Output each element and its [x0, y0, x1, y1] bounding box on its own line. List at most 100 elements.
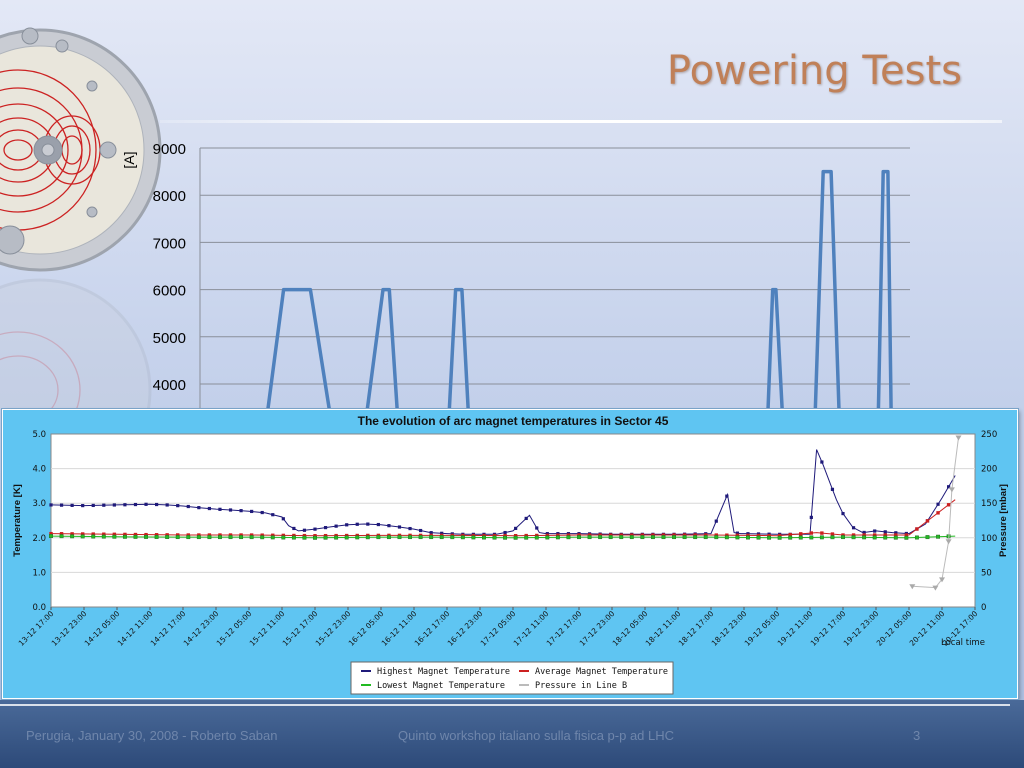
series-marker [936, 534, 940, 539]
series-marker [249, 533, 254, 537]
series-marker [503, 535, 508, 540]
series-marker [904, 535, 909, 540]
series-marker [608, 535, 613, 540]
series-marker [460, 535, 465, 540]
series-marker [851, 535, 856, 540]
series-marker [577, 535, 581, 540]
series-marker [376, 535, 381, 540]
series-marker [714, 519, 718, 523]
series-marker [851, 526, 856, 530]
pressure-marker [909, 584, 916, 590]
series-marker [450, 535, 455, 540]
series-marker [925, 535, 930, 540]
y-tick-label: 3.0 [32, 499, 46, 509]
footer-divider [0, 704, 1010, 706]
series-marker [123, 503, 127, 507]
y-tick-label: 5.0 [32, 430, 46, 440]
series-marker [650, 535, 655, 540]
series-marker [281, 517, 285, 521]
series-marker [535, 526, 539, 530]
series-marker [302, 533, 307, 538]
footer-author-date: Perugia, January 30, 2008 - Roberto Saba… [26, 728, 278, 743]
series-marker [123, 532, 127, 537]
series-marker [228, 535, 233, 540]
series-marker [640, 533, 645, 537]
series-marker [873, 529, 877, 533]
series-marker [672, 535, 676, 540]
series-marker [80, 534, 85, 539]
series-marker [471, 535, 476, 540]
series-marker [175, 535, 180, 540]
series-marker [735, 535, 740, 540]
series-marker [313, 527, 317, 531]
series-marker [746, 533, 750, 538]
y-axis-label: Temperature [K] [12, 484, 23, 557]
footer-event: Quinto workshop italiano sulla fisica p-… [398, 728, 675, 743]
series-marker [133, 502, 138, 507]
series-marker [302, 528, 307, 532]
series-marker [725, 494, 729, 498]
series-marker [344, 535, 349, 540]
series-marker [323, 533, 328, 538]
series-marker [830, 487, 835, 491]
series-marker [271, 533, 275, 537]
series-marker [165, 535, 170, 539]
series-marker [154, 533, 159, 537]
series-marker [524, 516, 528, 521]
series-marker [915, 527, 919, 531]
magnet-yoke [0, 28, 162, 272]
series-marker [767, 533, 771, 538]
series-marker [503, 533, 507, 538]
series-marker [49, 531, 53, 536]
series-marker [862, 530, 866, 535]
series-marker [503, 530, 507, 535]
y2-tick-label: 0 [981, 603, 986, 613]
current-series-line [200, 169, 893, 412]
series-marker [155, 502, 159, 507]
series-marker [260, 533, 264, 537]
series-marker [218, 533, 222, 537]
series-marker [629, 535, 634, 540]
y-tick-label: 1.0 [32, 568, 46, 578]
series-marker [122, 534, 127, 539]
series-marker [439, 535, 444, 540]
series-marker [513, 533, 518, 538]
series-marker [313, 535, 317, 540]
series-marker [872, 535, 877, 540]
series-marker [250, 509, 254, 514]
series-marker [682, 533, 687, 537]
y2-tick-label: 50 [981, 568, 992, 578]
series-marker [851, 533, 856, 537]
series-marker [281, 535, 286, 540]
series-marker [535, 533, 539, 538]
series-marker [947, 485, 951, 489]
series-marker [672, 533, 676, 537]
y2-tick-label: 200 [981, 465, 997, 475]
series-marker [228, 508, 233, 512]
temperature-chart-panel: The evolution of arc magnet temperatures… [2, 409, 1018, 699]
y2-tick-label: 150 [981, 499, 997, 509]
series-marker [630, 533, 634, 537]
series-marker [228, 533, 233, 537]
series-marker [914, 535, 919, 540]
slide-title: Powering Tests [666, 48, 962, 94]
series-marker [102, 503, 106, 507]
legend-label: Highest Magnet Temperature [377, 667, 510, 677]
series-marker [355, 535, 360, 540]
series-marker [91, 534, 96, 539]
series-marker [397, 525, 402, 529]
series-marker [408, 526, 412, 531]
series-marker [704, 533, 708, 537]
series-marker [144, 534, 148, 539]
series-marker [186, 504, 190, 509]
pressure-marker [932, 585, 939, 591]
series-marker [101, 534, 106, 539]
series-marker [218, 507, 222, 511]
series-marker [841, 535, 845, 540]
y-tick-label: 6000 [153, 283, 186, 300]
series-marker [323, 535, 328, 540]
series-marker [534, 535, 539, 540]
series-marker [207, 535, 212, 540]
pressure-marker [945, 539, 952, 545]
series-marker [112, 503, 116, 507]
